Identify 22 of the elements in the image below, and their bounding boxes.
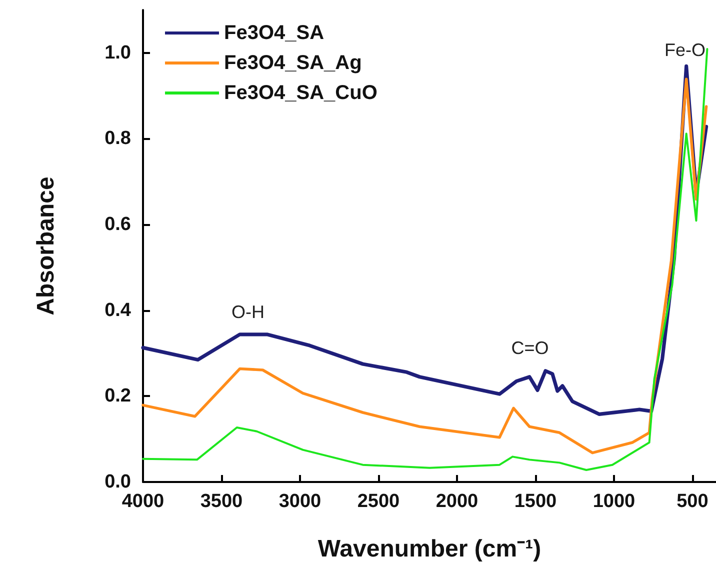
x-tick-label: 500: [676, 491, 708, 512]
legend-label: Fe3O4_SA_CuO: [224, 82, 378, 104]
y-tick-label: 0.8: [104, 128, 131, 150]
x-tick-label: 4000: [122, 491, 164, 512]
x-tick-label: 1000: [592, 491, 636, 512]
annotation: C=O: [511, 338, 549, 358]
y-tick-label: 0.0: [104, 472, 131, 492]
x-tick-label: 2000: [436, 491, 478, 512]
y-tick-label: 0.6: [104, 214, 131, 236]
x-axis-title: Wavenumber (cm⁻¹): [318, 536, 542, 562]
annotation: Fe-O: [664, 40, 706, 60]
legend-label: Fe3O4_SA_Ag: [224, 52, 362, 74]
x-tick-label: 1500: [514, 491, 557, 512]
y-tick-label: 0.2: [104, 386, 131, 407]
x-tick-label: 3000: [278, 491, 322, 512]
x-tick-label: 3500: [200, 491, 243, 512]
y-tick-label: 1.0: [104, 42, 131, 64]
y-axis-title: Absorbance: [32, 176, 60, 316]
legend-label: Fe3O4_SA: [224, 22, 324, 44]
x-tick-label: 2500: [357, 491, 400, 512]
y-tick-label: 0.4: [104, 300, 132, 321]
annotation: O-H: [232, 302, 264, 322]
